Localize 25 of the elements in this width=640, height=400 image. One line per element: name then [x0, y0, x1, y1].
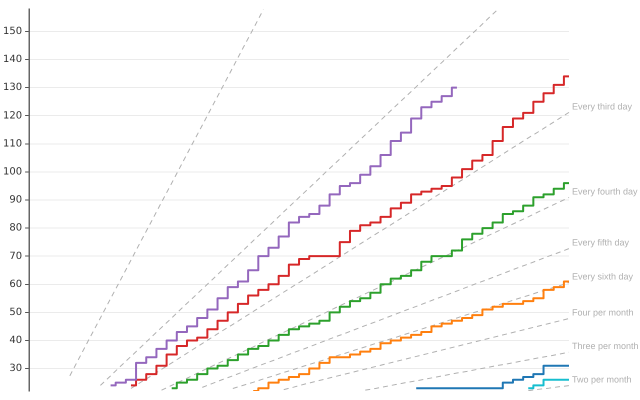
line-series: [364, 352, 570, 391]
y-tick-label: 60: [9, 278, 22, 290]
series-label: Two per month: [572, 374, 632, 385]
y-tick-label: 140: [2, 54, 22, 66]
y-tick-label: 150: [2, 26, 22, 38]
series-label: Every fifth day: [572, 238, 630, 248]
series-label: Three per month: [572, 341, 639, 352]
series-label: Four per month: [572, 308, 634, 318]
y-tick-label: 90: [9, 194, 22, 206]
y-tick-label: 110: [2, 138, 22, 150]
y-tick-label: 30: [9, 363, 22, 374]
line-series: [69, 9, 264, 376]
line-series: [202, 248, 570, 388]
y-tick-label: 130: [2, 82, 22, 94]
y-tick-label: 50: [9, 306, 22, 318]
series-label: Every third day: [572, 101, 633, 112]
line-series: [100, 9, 498, 386]
y-tick-label: 120: [2, 110, 22, 122]
line-series: [283, 318, 570, 390]
series-label: Every fourth day: [572, 186, 638, 196]
y-tick-label: 100: [2, 166, 22, 178]
y-tick-label: 40: [9, 335, 22, 346]
y-tick-label: 70: [9, 250, 22, 262]
y-tick-label: 80: [9, 222, 22, 234]
series-label: Every sixth day: [572, 272, 634, 282]
